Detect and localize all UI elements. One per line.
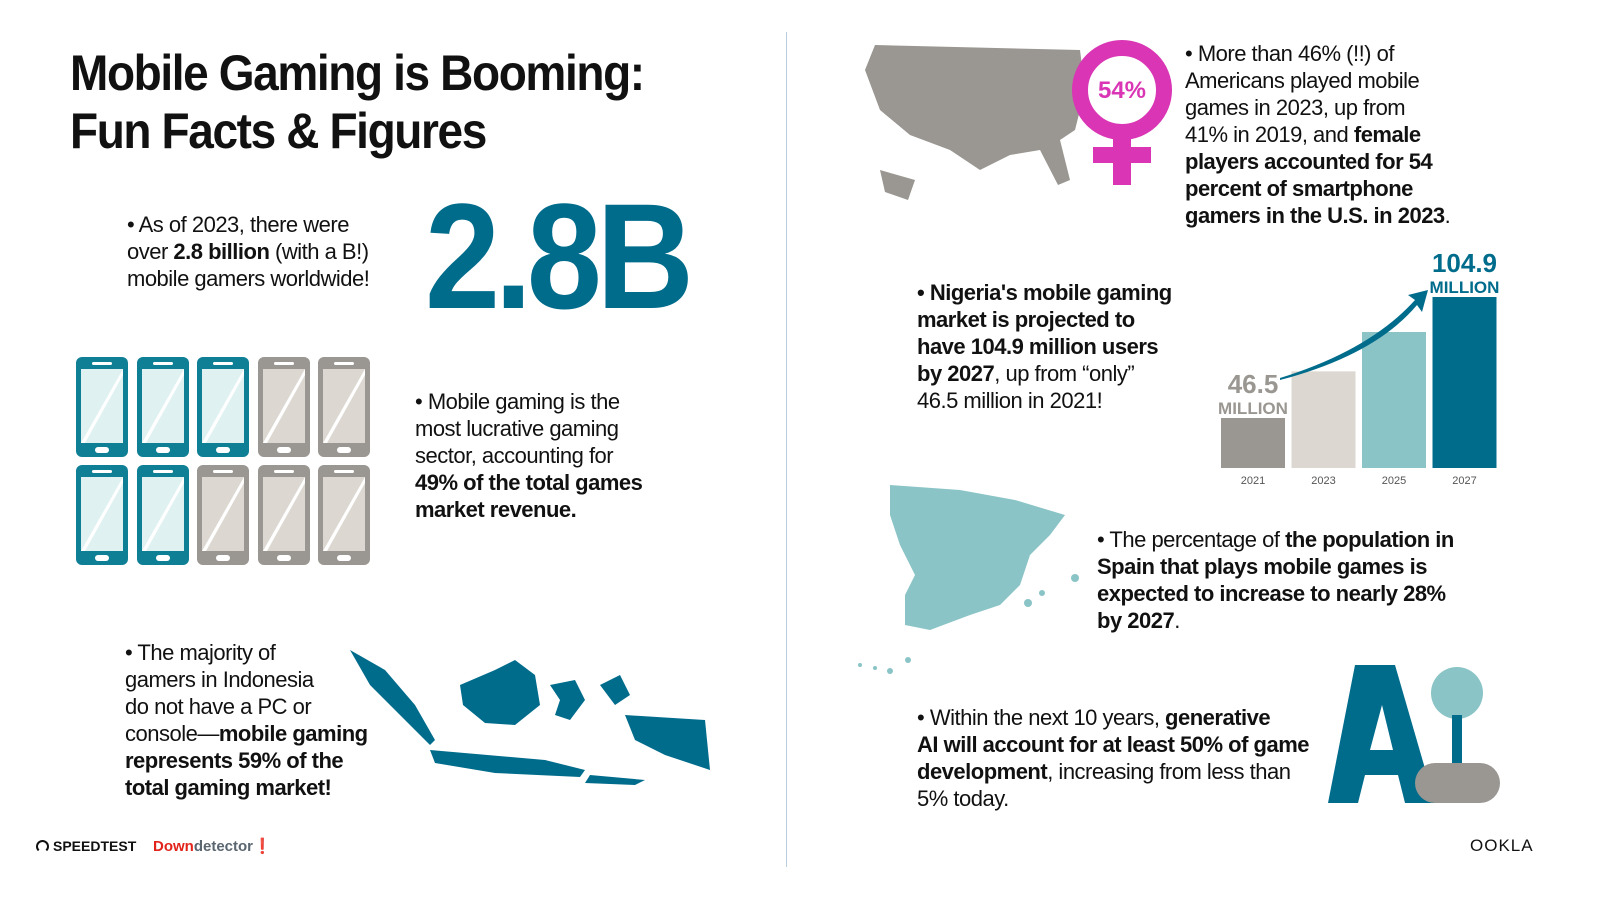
- bar-2025: [1362, 332, 1426, 468]
- fact-text: • More than 46% (!!) of: [1185, 41, 1394, 66]
- fact-text: by 2027: [917, 361, 995, 386]
- ookla-logo: OOKLA: [1470, 836, 1534, 855]
- fact-text: , up from “only”: [994, 361, 1135, 386]
- fact-text: by 2027: [1097, 608, 1175, 633]
- fact-text: AI will account for at least 50% of game: [917, 732, 1310, 757]
- bar-2021: [1221, 418, 1285, 468]
- fact-text: Americans played mobile: [1185, 68, 1420, 93]
- phone-icon-highlighted: [197, 357, 249, 457]
- speedtest-wordmark: SPEEDTEST: [53, 838, 137, 854]
- phone-icon-highlighted: [76, 465, 128, 565]
- fact-text: • The percentage of: [1097, 527, 1286, 552]
- fact-text: mobile gamers worldwide!: [127, 266, 370, 291]
- fact-text: • As of 2023, there were: [127, 212, 349, 237]
- fact-text: (with a B!): [269, 239, 369, 264]
- data-label-value: 104.9: [1432, 248, 1497, 278]
- fact-text: .: [1444, 203, 1451, 228]
- fact-text: sector, accounting for: [415, 443, 614, 468]
- big-number: 2.8B: [425, 172, 694, 340]
- fact-text: 41% in 2019, and: [1185, 122, 1354, 147]
- x-tick-label: 2025: [1382, 475, 1406, 487]
- page-title: Mobile Gaming is Booming: Fun Facts & Fig…: [70, 44, 645, 160]
- fact-text: mobile gaming: [218, 721, 368, 746]
- fact-text: • Mobile gaming is the: [415, 389, 620, 414]
- female-symbol-icon: 54%: [1072, 40, 1172, 185]
- downdetector-logo: Downdetector❗: [153, 837, 272, 855]
- phone-icon-highlighted: [136, 465, 189, 565]
- fact-text: • Nigeria's mobile gaming: [917, 280, 1172, 305]
- fact-text: 2.8 billion: [173, 239, 270, 264]
- fact-text: expected to increase to nearly 28%: [1097, 581, 1446, 606]
- usa-map: [865, 45, 1085, 200]
- fact-text: percent of smartphone: [1185, 176, 1413, 201]
- x-tick-label: 2023: [1311, 475, 1335, 487]
- fact-spain: • The percentage of the population in Spa…: [1097, 526, 1454, 634]
- fact-text: 5% today.: [917, 786, 1009, 811]
- fact-text: games in 2023, up from: [1185, 95, 1406, 120]
- phone-icon: [197, 465, 249, 565]
- spain-map: [858, 485, 1079, 674]
- speedtest-logo: SPEEDTEST: [36, 838, 136, 854]
- fact-text: 46.5 million in 2021!: [917, 388, 1103, 413]
- title-line-2: Fun Facts & Figures: [70, 103, 487, 159]
- fact-ai: • Within the next 10 years, generative AI…: [917, 704, 1310, 812]
- fact-text: , increasing from less than: [1047, 759, 1291, 784]
- fact-text: have 104.9 million users: [917, 334, 1159, 359]
- fact-text: gamers in the U.S. in 2023: [1185, 203, 1445, 228]
- data-label-unit: MILLION: [1218, 399, 1288, 418]
- phone-icon: [318, 357, 370, 457]
- fact-text: do not have a PC or: [125, 694, 312, 719]
- fact-text: console—: [125, 721, 219, 746]
- fact-text: generative: [1165, 705, 1271, 730]
- fact-text: .: [1174, 608, 1180, 633]
- alert-icon: ❗: [253, 838, 272, 855]
- divider: [786, 32, 787, 867]
- fact-text: represents 59% of the: [125, 748, 344, 773]
- phone-icon-highlighted: [136, 357, 189, 457]
- x-tick-label: 2027: [1452, 475, 1476, 487]
- fact-text: total gaming market!: [125, 775, 332, 800]
- phone-icon: [257, 465, 310, 565]
- female-percent: 54%: [1098, 77, 1146, 104]
- fact-text: development: [917, 759, 1048, 784]
- phone-icon-highlighted: [76, 357, 128, 457]
- indonesia-map: [350, 650, 710, 785]
- fact-text: market is projected to: [917, 307, 1135, 332]
- downdetector-wordmark-a: Down: [153, 838, 194, 855]
- fact-text: female: [1353, 122, 1421, 147]
- fact-nigeria: • Nigeria's mobile gaming market is proje…: [917, 279, 1172, 414]
- fact-text: gamers in Indonesia: [125, 667, 314, 692]
- x-tick-label: 2021: [1241, 475, 1265, 487]
- phone-icon: [318, 465, 370, 565]
- fact-text: Spain that plays mobile games is: [1097, 554, 1428, 579]
- phone-icon: [257, 357, 310, 457]
- fact-text: players accounted for 54: [1185, 149, 1433, 174]
- speedometer-icon: [36, 839, 49, 853]
- bar-2027: [1432, 297, 1497, 468]
- ai-joystick-icon: [1328, 665, 1500, 803]
- fact-revenue: • Mobile gaming is the most lucrative gam…: [415, 388, 643, 523]
- fact-text: most lucrative gaming: [415, 416, 619, 441]
- fact-text: market revenue.: [415, 497, 577, 522]
- data-label-unit: MILLION: [1430, 278, 1500, 297]
- fact-text: over: [127, 239, 174, 264]
- fact-usa: • More than 46% (!!) of Americans played …: [1185, 40, 1451, 229]
- fact-text: the population in: [1285, 527, 1454, 552]
- fact-gamers: • As of 2023, there were over 2.8 billion…: [127, 211, 370, 292]
- fact-text: • The majority of: [125, 640, 276, 665]
- fact-text: 49% of the total games: [415, 470, 643, 495]
- fact-text: • Within the next 10 years,: [917, 705, 1166, 730]
- data-label-value: 46.5: [1228, 369, 1279, 399]
- bar-2023: [1291, 371, 1356, 468]
- downdetector-wordmark-b: detector: [193, 838, 254, 855]
- fact-indonesia: • The majority of gamers in Indonesia do n…: [125, 639, 368, 801]
- title-line-1: Mobile Gaming is Booming:: [70, 45, 645, 101]
